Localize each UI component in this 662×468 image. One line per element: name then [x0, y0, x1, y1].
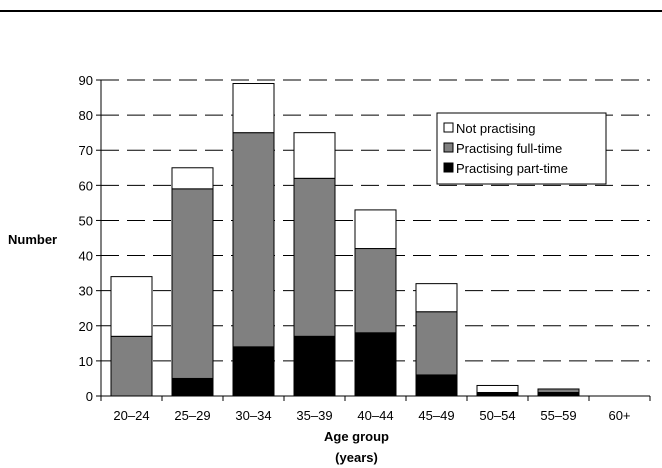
x-tick-label: 20–24 [113, 408, 149, 423]
y-tick-label: 0 [86, 389, 93, 404]
y-axis-title: Number [8, 232, 57, 247]
bar-segment-practising-full-time [415, 311, 458, 376]
bar-segment-practising-part-time [476, 391, 519, 397]
bar-segment-practising-full-time [293, 177, 336, 337]
y-tick-label: 30 [79, 284, 93, 299]
bar-segment-practising-full-time [232, 132, 275, 348]
bar-segment-practising-part-time [171, 377, 214, 397]
bar-segment-not-practising [110, 276, 153, 337]
legend: Not practising Practising full-time Practi… [436, 112, 607, 185]
bar-segment-practising-part-time [354, 332, 397, 397]
x-tick-label: 55–59 [540, 408, 576, 423]
y-tick-label: 90 [79, 73, 93, 88]
y-tick-label: 20 [79, 319, 93, 334]
x-tick-label: 25–29 [174, 408, 210, 423]
bar-segment-practising-full-time [354, 248, 397, 334]
bar-segment-practising-full-time [110, 335, 153, 397]
x-axis-title-line-1: Age group [324, 429, 389, 444]
x-tick-label: 40–44 [357, 408, 393, 423]
y-tick-label: 40 [79, 249, 93, 264]
y-tick-label: 50 [79, 213, 93, 228]
axes: 0 10 20 30 40 50 60 70 80 90 20–24 25–29 30–34 35–39 4… [8, 73, 651, 465]
x-tick-label: 60+ [608, 408, 630, 423]
bar-segment-not-practising [354, 209, 397, 250]
bar-segment-practising-full-time [171, 188, 214, 379]
bars [110, 83, 580, 397]
bar-segment-practising-part-time [293, 335, 336, 397]
bar-segment-not-practising [476, 384, 519, 393]
y-tick-label: 80 [79, 108, 93, 123]
bar-segment-not-practising [293, 132, 336, 179]
legend-swatch [443, 122, 454, 133]
bar-segment-practising-part-time [415, 374, 458, 397]
top-rule [0, 10, 662, 12]
x-tick-label: 35–39 [296, 408, 332, 423]
legend-label: Practising part-time [456, 161, 568, 176]
x-tick-label: 50–54 [479, 408, 515, 423]
x-axis-title-line-2: (years) [335, 450, 378, 465]
y-tick-label: 10 [79, 354, 93, 369]
x-tick-label: 45–49 [418, 408, 454, 423]
legend-box [436, 112, 607, 185]
y-tick-label: 70 [79, 143, 93, 158]
y-tick-label: 60 [79, 178, 93, 193]
bar-segment-not-practising [171, 167, 214, 190]
legend-swatch [443, 142, 454, 153]
legend-label: Not practising [456, 121, 535, 136]
bar-segment-practising-part-time [232, 346, 275, 397]
bar-segment-practising-full-time [537, 388, 580, 393]
legend-label: Practising full-time [456, 141, 562, 156]
bar-segment-practising-part-time [537, 391, 580, 397]
x-tick-label: 30–34 [235, 408, 271, 423]
legend-swatch [443, 162, 454, 173]
bar-segment-not-practising [415, 283, 458, 313]
bar-segment-not-practising [232, 83, 275, 134]
